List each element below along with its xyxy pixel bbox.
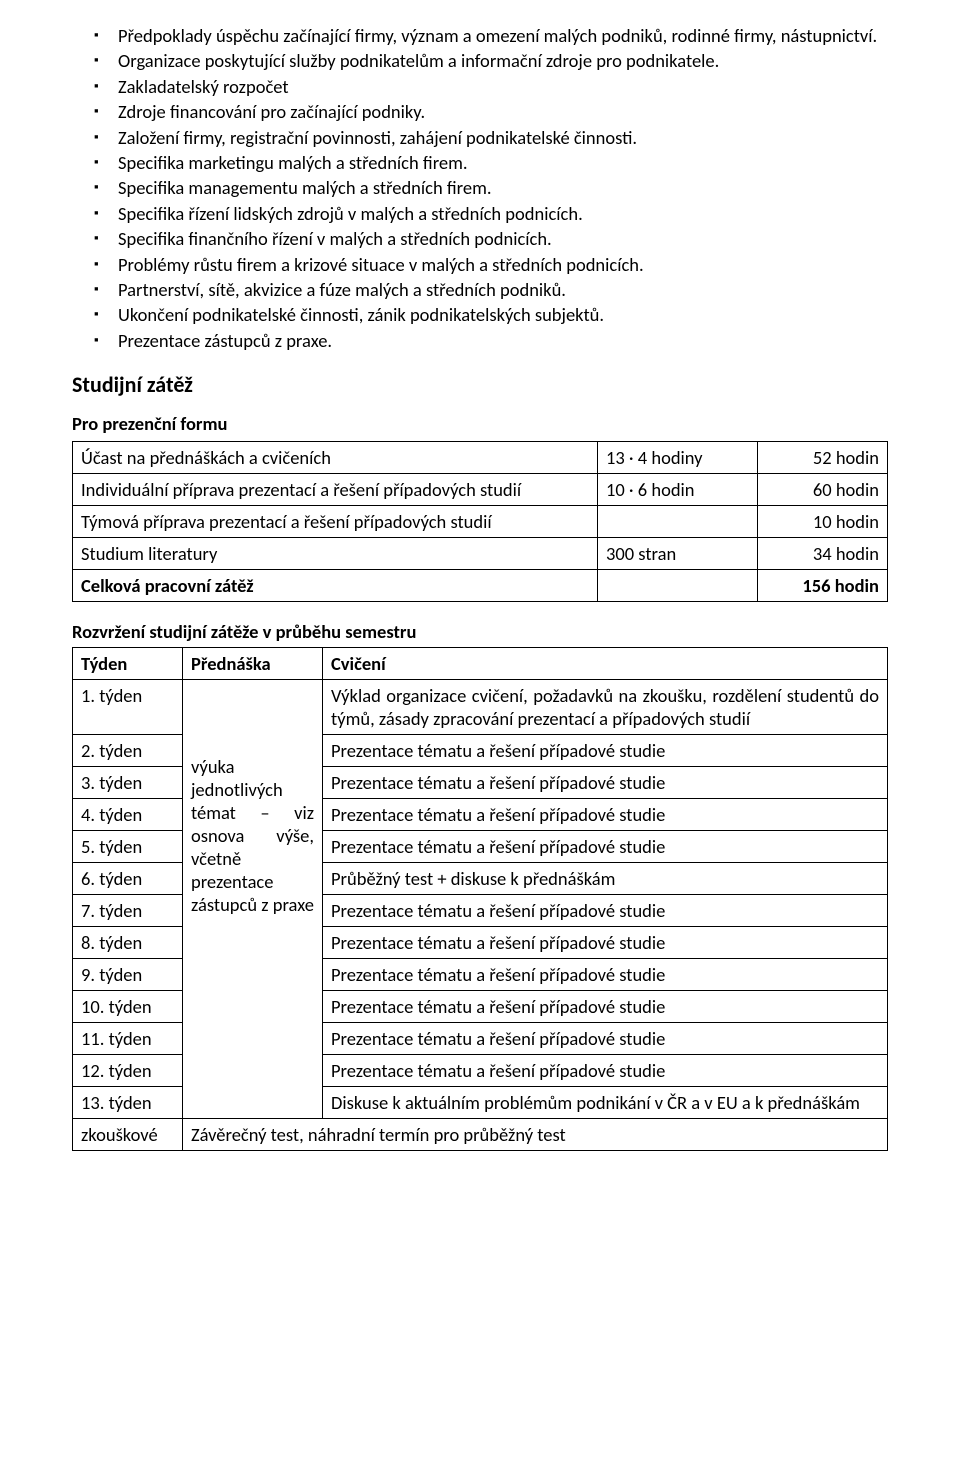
study-load-table: Účast na přednáškách a cvičeních13 · 4 h… (72, 441, 888, 602)
bullet-item: Prezentace zástupců z praxe. (94, 329, 888, 353)
exercise-cell: Prezentace tématu a řešení případové stu… (323, 767, 888, 799)
table-row: Týmová příprava prezentací a řešení příp… (73, 506, 888, 538)
study-load-subheading: Pro prezenční formu (72, 412, 888, 435)
exercise-cell: Prezentace tématu a řešení případové stu… (323, 927, 888, 959)
exercise-cell: Závěrečný test, náhradní termín pro průb… (183, 1119, 888, 1151)
table-row: Studium literatury300 stran34 hodin (73, 538, 888, 570)
week-cell: 9. týden (73, 959, 183, 991)
bullet-item: Specifika finančního řízení v malých a s… (94, 227, 888, 251)
bullet-item: Organizace poskytující služby podnikatel… (94, 49, 888, 73)
load-label: Individuální příprava prezentací a řešen… (73, 474, 598, 506)
bullet-item: Zdroje financování pro začínající podnik… (94, 100, 888, 124)
week-cell: 1. týden (73, 680, 183, 735)
bullet-item: Zakladatelský rozpočet (94, 75, 888, 99)
exercise-cell: Prezentace tématu a řešení případové stu… (323, 991, 888, 1023)
exercise-cell: Průběžný test + diskuse k přednáškám (323, 863, 888, 895)
bullet-list: Předpoklady úspěchu začínající firmy, vý… (72, 24, 888, 353)
table-header-cell: Týden (73, 648, 183, 680)
load-mid: 13 · 4 hodiny (598, 442, 758, 474)
load-right: 156 hodin (758, 570, 888, 602)
load-right: 34 hodin (758, 538, 888, 570)
week-cell: 10. týden (73, 991, 183, 1023)
week-cell: 4. týden (73, 799, 183, 831)
table-row: zkouškovéZávěrečný test, náhradní termín… (73, 1119, 888, 1151)
load-right: 60 hodin (758, 474, 888, 506)
week-cell: 13. týden (73, 1087, 183, 1119)
load-mid (598, 506, 758, 538)
load-label: Účast na přednáškách a cvičeních (73, 442, 598, 474)
exercise-cell: Prezentace tématu a řešení případové stu… (323, 1055, 888, 1087)
week-cell: 8. týden (73, 927, 183, 959)
week-cell: 11. týden (73, 1023, 183, 1055)
week-cell: 5. týden (73, 831, 183, 863)
load-label: Týmová příprava prezentací a řešení příp… (73, 506, 598, 538)
table-header-row: TýdenPřednáškaCvičení (73, 648, 888, 680)
table-header-cell: Cvičení (323, 648, 888, 680)
exercise-cell: Prezentace tématu a řešení případové stu… (323, 895, 888, 927)
schedule-table: TýdenPřednáškaCvičení1. týdenvýuka jedno… (72, 647, 888, 1151)
bullet-item: Specifika managementu malých a středních… (94, 176, 888, 200)
week-cell: 6. týden (73, 863, 183, 895)
load-mid: 300 stran (598, 538, 758, 570)
week-cell: zkouškové (73, 1119, 183, 1151)
week-cell: 7. týden (73, 895, 183, 927)
load-label: Celková pracovní zátěž (73, 570, 598, 602)
exercise-cell: Prezentace tématu a řešení případové stu… (323, 799, 888, 831)
load-mid: 10 · 6 hodin (598, 474, 758, 506)
bullet-item: Specifika marketingu malých a středních … (94, 151, 888, 175)
study-load-heading: Studijní zátěž (72, 371, 888, 398)
exercise-cell: Diskuse k aktuálním problémům podnikání … (323, 1087, 888, 1119)
bullet-item: Předpoklady úspěchu začínající firmy, vý… (94, 24, 888, 48)
table-row: Individuální příprava prezentací a řešen… (73, 474, 888, 506)
load-right: 10 hodin (758, 506, 888, 538)
table-row: Celková pracovní zátěž 156 hodin (73, 570, 888, 602)
bullet-item: Specifika řízení lidských zdrojů v malýc… (94, 202, 888, 226)
exercise-cell: Prezentace tématu a řešení případové stu… (323, 831, 888, 863)
page: Předpoklady úspěchu začínající firmy, vý… (0, 0, 960, 1199)
load-right: 52 hodin (758, 442, 888, 474)
bullet-item: Založení firmy, registrační povinnosti, … (94, 126, 888, 150)
load-mid (598, 570, 758, 602)
exercise-cell: Prezentace tématu a řešení případové stu… (323, 735, 888, 767)
load-label: Studium literatury (73, 538, 598, 570)
exercise-cell: Prezentace tématu a řešení případové stu… (323, 1023, 888, 1055)
lecture-merged-cell: výuka jednotlivých témat – viz osnova vý… (183, 680, 323, 1119)
schedule-caption: Rozvržení studijní zátěže v průběhu seme… (72, 620, 888, 643)
table-row: Účast na přednáškách a cvičeních13 · 4 h… (73, 442, 888, 474)
exercise-cell: Výklad organizace cvičení, požadavků na … (323, 680, 888, 735)
week-cell: 3. týden (73, 767, 183, 799)
table-header-cell: Přednáška (183, 648, 323, 680)
bullet-item: Partnerství, sítě, akvizice a fúze malýc… (94, 278, 888, 302)
bullet-item: Ukončení podnikatelské činnosti, zánik p… (94, 303, 888, 327)
table-row: 1. týdenvýuka jednotlivých témat – viz o… (73, 680, 888, 735)
bullet-item: Problémy růstu firem a krizové situace v… (94, 253, 888, 277)
week-cell: 12. týden (73, 1055, 183, 1087)
week-cell: 2. týden (73, 735, 183, 767)
exercise-cell: Prezentace tématu a řešení případové stu… (323, 959, 888, 991)
